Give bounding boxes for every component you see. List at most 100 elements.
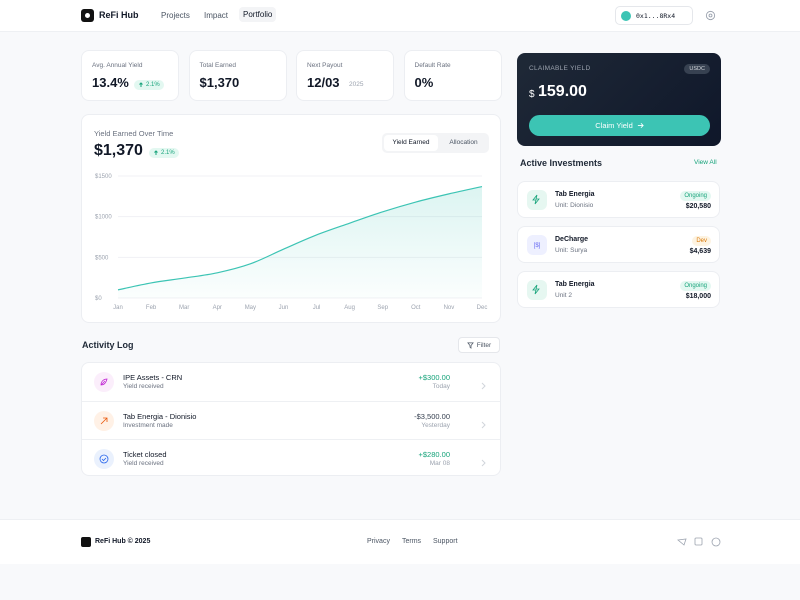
wallet-address: 0x1...8Rx4 (636, 12, 676, 20)
stat-label: Default Rate (414, 62, 451, 69)
activity-title: Activity Log (82, 340, 134, 350)
badge-text: 2.1% (161, 150, 175, 156)
chevron[interactable] (481, 416, 486, 434)
activity-sub: Yield received (123, 383, 164, 390)
activity-time: Yesterday (421, 422, 450, 429)
y-tick-label: $1000 (95, 215, 112, 221)
investment-amount: $18,000 (685, 293, 711, 300)
activity-row[interactable]: Ticket closed Yield received +$280.00 Mar 0… (82, 439, 500, 477)
x-tick-label: May (245, 305, 256, 311)
activity-time: Today (432, 383, 450, 390)
activity-amount: -$3,500.00 (414, 412, 450, 421)
investment-card[interactable]: [$] DeCharge Unit: Surya Dev $4,639 (517, 226, 720, 263)
footer-brand: ReFi Hub © 2025 (95, 538, 151, 545)
footer: ReFi Hub © 2025 Privacy Terms Support (0, 519, 800, 564)
activity-sub: Yield received (123, 460, 164, 467)
investment-status: Ongoing (680, 191, 711, 201)
tab[interactable]: Allocation (449, 139, 478, 146)
line (117, 185, 483, 291)
wallet-button[interactable]: 0x1...8Rx4 (615, 6, 693, 25)
investment-unit: Unit: Surya (555, 247, 588, 254)
activity-list: IPE Assets - CRN Yield received +$300.00 To… (81, 362, 501, 476)
chart-title: Yield Earned Over Time (94, 129, 174, 138)
investment-name: DeCharge (555, 236, 589, 243)
activity-title: Ticket closed (123, 450, 167, 459)
logo (81, 9, 94, 22)
x-tick-label: Dec (477, 305, 488, 311)
chevron[interactable] (481, 377, 486, 395)
investment-icon: [$] (527, 235, 547, 255)
footer-link[interactable]: Terms (402, 538, 422, 545)
filter-button[interactable]: Filter (458, 337, 500, 353)
footer-link[interactable]: Support (433, 538, 458, 545)
investment-name: Tab Energia (555, 281, 595, 288)
activity-title: Tab Energia - Dionisio (123, 412, 197, 421)
activity-icon (94, 411, 114, 431)
investment-icon (527, 280, 547, 300)
investment-card[interactable]: Tab Energia Unit: Dionisio Ongoing $20,580 (517, 181, 720, 218)
activity-time: Mar 08 (429, 460, 450, 467)
x-tick-label: Feb (146, 305, 157, 311)
tabs: Yield Earned Allocation (382, 133, 489, 153)
footer-logo (81, 537, 91, 547)
activity-title: IPE Assets - CRN (123, 373, 183, 382)
stat-value: 12/03 (307, 75, 340, 90)
claim-symbol: $ (529, 89, 535, 100)
x-tick-label: Mar (179, 305, 189, 311)
stat-value: 13.4% (92, 75, 129, 90)
tab-active[interactable]: Yield Earned (384, 135, 438, 151)
overview-badge: 2.1% (149, 148, 179, 158)
activity-row[interactable]: Tab Energia - Dionisio Investment made -$3… (82, 401, 500, 439)
stat-card: Default Rate 0% (403, 50, 502, 101)
activity-icon (94, 372, 114, 392)
stat-value: 0% (414, 75, 434, 90)
x-tick-label: Aug (344, 305, 355, 311)
activity-row[interactable]: IPE Assets - CRN Yield received +$300.00 To… (82, 363, 500, 401)
nav-link-active[interactable]: Portfolio (239, 7, 277, 22)
stat-badge: 2.1% (134, 80, 164, 90)
svg-text:[$]: [$] (534, 243, 541, 249)
settings-icon[interactable] (705, 10, 716, 21)
x-tick-label: Jun (279, 305, 289, 311)
claim-button-text: Claim Yield (595, 121, 633, 130)
x-tick-label: Oct (411, 305, 421, 311)
x-tick-label: Jul (313, 305, 321, 311)
stat-label: Total Earned (199, 62, 237, 69)
chart-card: Yield Earned Over Time $1,370 2.1% Yield… (81, 114, 501, 323)
claim-button[interactable]: Claim Yield (529, 115, 710, 136)
investment-icon (527, 190, 547, 210)
chart: $0 $500 $1000 $1500 Jan Feb Mar Apr May Jun Jul Aug… (95, 174, 488, 311)
x-tick-label: Jan (113, 305, 123, 311)
nav-link[interactable]: Impact (204, 11, 229, 20)
top-nav: ReFi Hub Projects Impact Portfolio 0x1..… (0, 0, 800, 32)
view-all-link[interactable]: View All (694, 159, 717, 166)
social-icons[interactable] (677, 537, 721, 547)
y-tick-label: $0 (95, 296, 102, 302)
filter-text: Filter (476, 341, 492, 349)
badge-text: 2.1% (146, 82, 160, 88)
activity-icon (94, 449, 114, 469)
stat-sub: 2025 (349, 81, 364, 88)
investments-title: Active Investments (520, 158, 603, 168)
claim-label: CLAIMABLE YIELD (529, 65, 591, 72)
stat-card: Total Earned $1,370 (188, 50, 287, 101)
investment-card[interactable]: Tab Energia Unit 2 Ongoing $18,000 (517, 271, 720, 308)
investment-status: Dev (692, 236, 711, 246)
stat-label: Avg. Annual Yield (92, 62, 143, 69)
stat-label: Next Payout (307, 62, 343, 69)
investment-amount: $20,580 (685, 203, 711, 210)
activity-sub: Investment made (123, 422, 173, 429)
stat-card: Next Payout 12/03 2025 (296, 50, 394, 101)
nav-link[interactable]: Projects (161, 11, 190, 20)
y-tick-label: $1500 (95, 174, 112, 180)
claim-card: CLAIMABLE YIELD USDC $ 159.00 Claim Yiel… (517, 53, 721, 146)
investment-unit: Unit: Dionisio (555, 202, 594, 209)
activity-amount: +$300.00 (418, 373, 451, 382)
footer-link[interactable]: Privacy (367, 538, 390, 545)
brand[interactable]: ReFi Hub (99, 10, 139, 20)
x-tick-label: Nov (444, 305, 455, 311)
investment-unit: Unit 2 (555, 292, 572, 299)
chevron[interactable] (481, 454, 486, 472)
claim-amount: 159.00 (538, 83, 587, 100)
